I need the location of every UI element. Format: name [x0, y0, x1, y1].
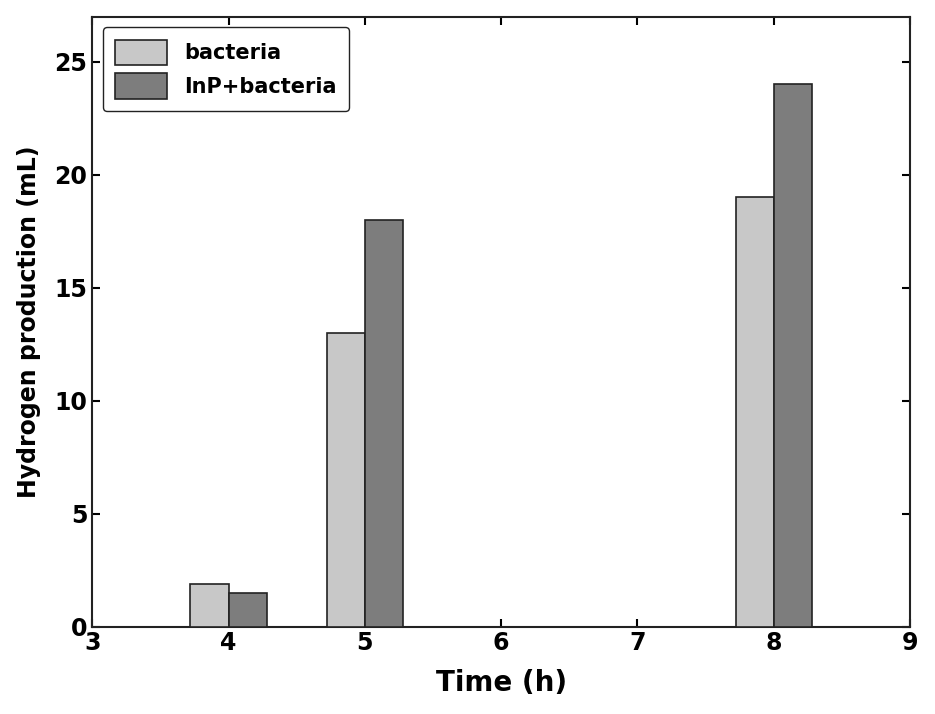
Bar: [774, 84, 812, 627]
Y-axis label: Hydrogen production (mL): Hydrogen production (mL): [17, 146, 40, 498]
Bar: [365, 220, 403, 627]
Bar: [228, 593, 266, 627]
X-axis label: Time (h): Time (h): [436, 669, 567, 698]
Legend: bacteria, InP+bacteria: bacteria, InP+bacteria: [103, 27, 349, 111]
Bar: [326, 333, 365, 627]
Bar: [191, 583, 228, 627]
Bar: [736, 197, 774, 627]
